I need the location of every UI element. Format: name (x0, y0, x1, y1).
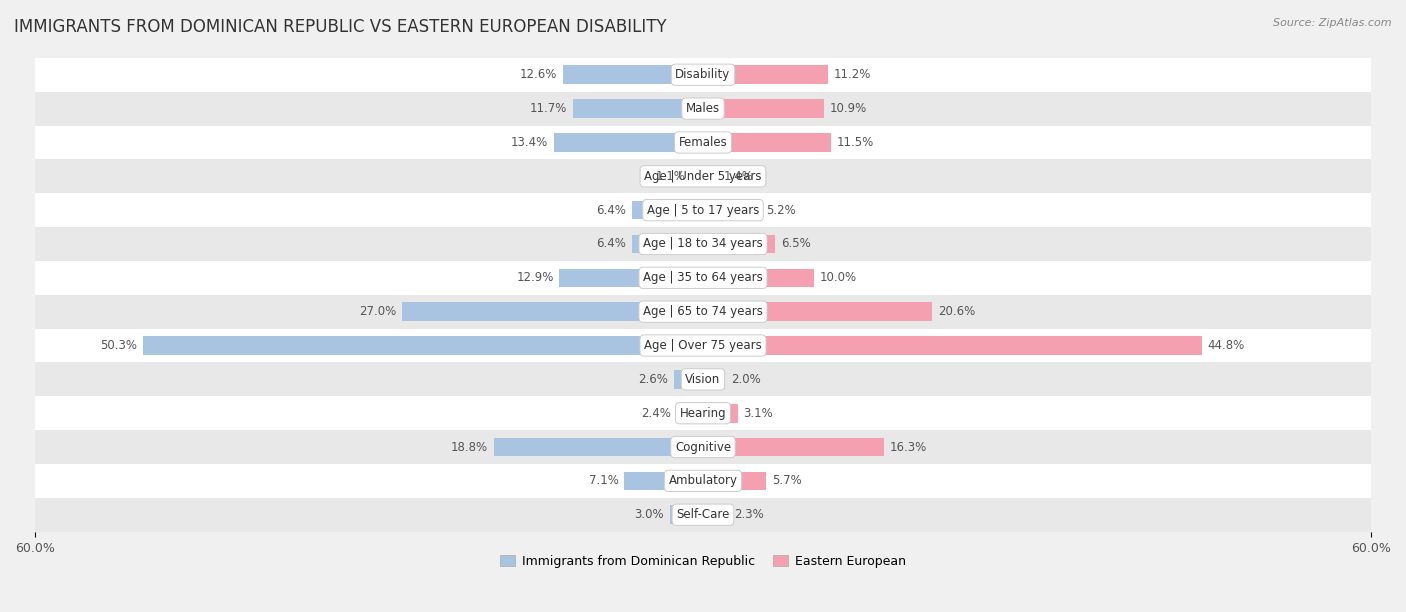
Bar (35, 193, 1371, 227)
Legend: Immigrants from Dominican Republic, Eastern European: Immigrants from Dominican Republic, East… (495, 550, 911, 573)
Bar (703, 65, 828, 84)
Bar (624, 472, 703, 490)
Text: 1.4%: 1.4% (724, 170, 754, 183)
Bar (703, 370, 725, 389)
Text: 5.2%: 5.2% (766, 204, 796, 217)
Bar (143, 336, 703, 355)
Bar (703, 506, 728, 524)
Text: 20.6%: 20.6% (938, 305, 976, 318)
Text: Males: Males (686, 102, 720, 115)
Text: 50.3%: 50.3% (100, 339, 138, 352)
Text: 3.0%: 3.0% (634, 508, 664, 521)
Text: Females: Females (679, 136, 727, 149)
Bar (703, 201, 761, 220)
Text: Age | 18 to 34 years: Age | 18 to 34 years (643, 237, 763, 250)
Bar (631, 201, 703, 220)
Bar (703, 269, 814, 287)
Text: 44.8%: 44.8% (1208, 339, 1244, 352)
Text: 11.5%: 11.5% (837, 136, 875, 149)
Text: 7.1%: 7.1% (589, 474, 619, 487)
Bar (676, 404, 703, 422)
Text: 6.4%: 6.4% (596, 204, 626, 217)
Text: Age | 65 to 74 years: Age | 65 to 74 years (643, 305, 763, 318)
Text: IMMIGRANTS FROM DOMINICAN REPUBLIC VS EASTERN EUROPEAN DISABILITY: IMMIGRANTS FROM DOMINICAN REPUBLIC VS EA… (14, 18, 666, 36)
Bar (560, 269, 703, 287)
Text: 12.6%: 12.6% (520, 69, 557, 81)
Text: 3.1%: 3.1% (744, 407, 773, 420)
Bar (572, 99, 703, 118)
Bar (35, 125, 1371, 159)
Text: 2.6%: 2.6% (638, 373, 668, 386)
Text: 5.7%: 5.7% (772, 474, 801, 487)
Text: 11.7%: 11.7% (530, 102, 567, 115)
Text: 27.0%: 27.0% (360, 305, 396, 318)
Text: 12.9%: 12.9% (516, 271, 554, 285)
Bar (703, 404, 738, 422)
Text: 6.5%: 6.5% (780, 237, 811, 250)
Bar (703, 234, 775, 253)
Bar (35, 397, 1371, 430)
Text: 10.0%: 10.0% (820, 271, 858, 285)
Bar (35, 58, 1371, 92)
Text: Cognitive: Cognitive (675, 441, 731, 453)
Bar (669, 506, 703, 524)
Bar (402, 302, 703, 321)
Text: Age | 35 to 64 years: Age | 35 to 64 years (643, 271, 763, 285)
Bar (703, 472, 766, 490)
Bar (554, 133, 703, 152)
Text: 1.1%: 1.1% (655, 170, 685, 183)
Text: 6.4%: 6.4% (596, 237, 626, 250)
Text: 11.2%: 11.2% (834, 69, 870, 81)
Bar (703, 336, 1202, 355)
Bar (35, 362, 1371, 397)
Bar (35, 430, 1371, 464)
Text: Source: ZipAtlas.com: Source: ZipAtlas.com (1274, 18, 1392, 28)
Text: Age | 5 to 17 years: Age | 5 to 17 years (647, 204, 759, 217)
Text: Disability: Disability (675, 69, 731, 81)
Bar (35, 464, 1371, 498)
Bar (35, 498, 1371, 532)
Text: Ambulatory: Ambulatory (668, 474, 738, 487)
Bar (494, 438, 703, 457)
Text: Age | Over 75 years: Age | Over 75 years (644, 339, 762, 352)
Text: Age | Under 5 years: Age | Under 5 years (644, 170, 762, 183)
Bar (673, 370, 703, 389)
Text: Vision: Vision (685, 373, 721, 386)
Bar (35, 159, 1371, 193)
Bar (35, 92, 1371, 125)
Text: Hearing: Hearing (679, 407, 727, 420)
Bar (35, 261, 1371, 295)
Bar (690, 167, 703, 185)
Bar (703, 99, 824, 118)
Text: 16.3%: 16.3% (890, 441, 928, 453)
Bar (35, 227, 1371, 261)
Bar (562, 65, 703, 84)
Text: 2.4%: 2.4% (641, 407, 671, 420)
Bar (631, 234, 703, 253)
Text: 18.8%: 18.8% (451, 441, 488, 453)
Text: 2.3%: 2.3% (734, 508, 763, 521)
Bar (703, 438, 884, 457)
Text: 2.0%: 2.0% (731, 373, 761, 386)
Bar (35, 295, 1371, 329)
Text: Self-Care: Self-Care (676, 508, 730, 521)
Text: 10.9%: 10.9% (830, 102, 868, 115)
Bar (703, 167, 718, 185)
Bar (703, 302, 932, 321)
Text: 13.4%: 13.4% (510, 136, 548, 149)
Bar (703, 133, 831, 152)
Bar (35, 329, 1371, 362)
